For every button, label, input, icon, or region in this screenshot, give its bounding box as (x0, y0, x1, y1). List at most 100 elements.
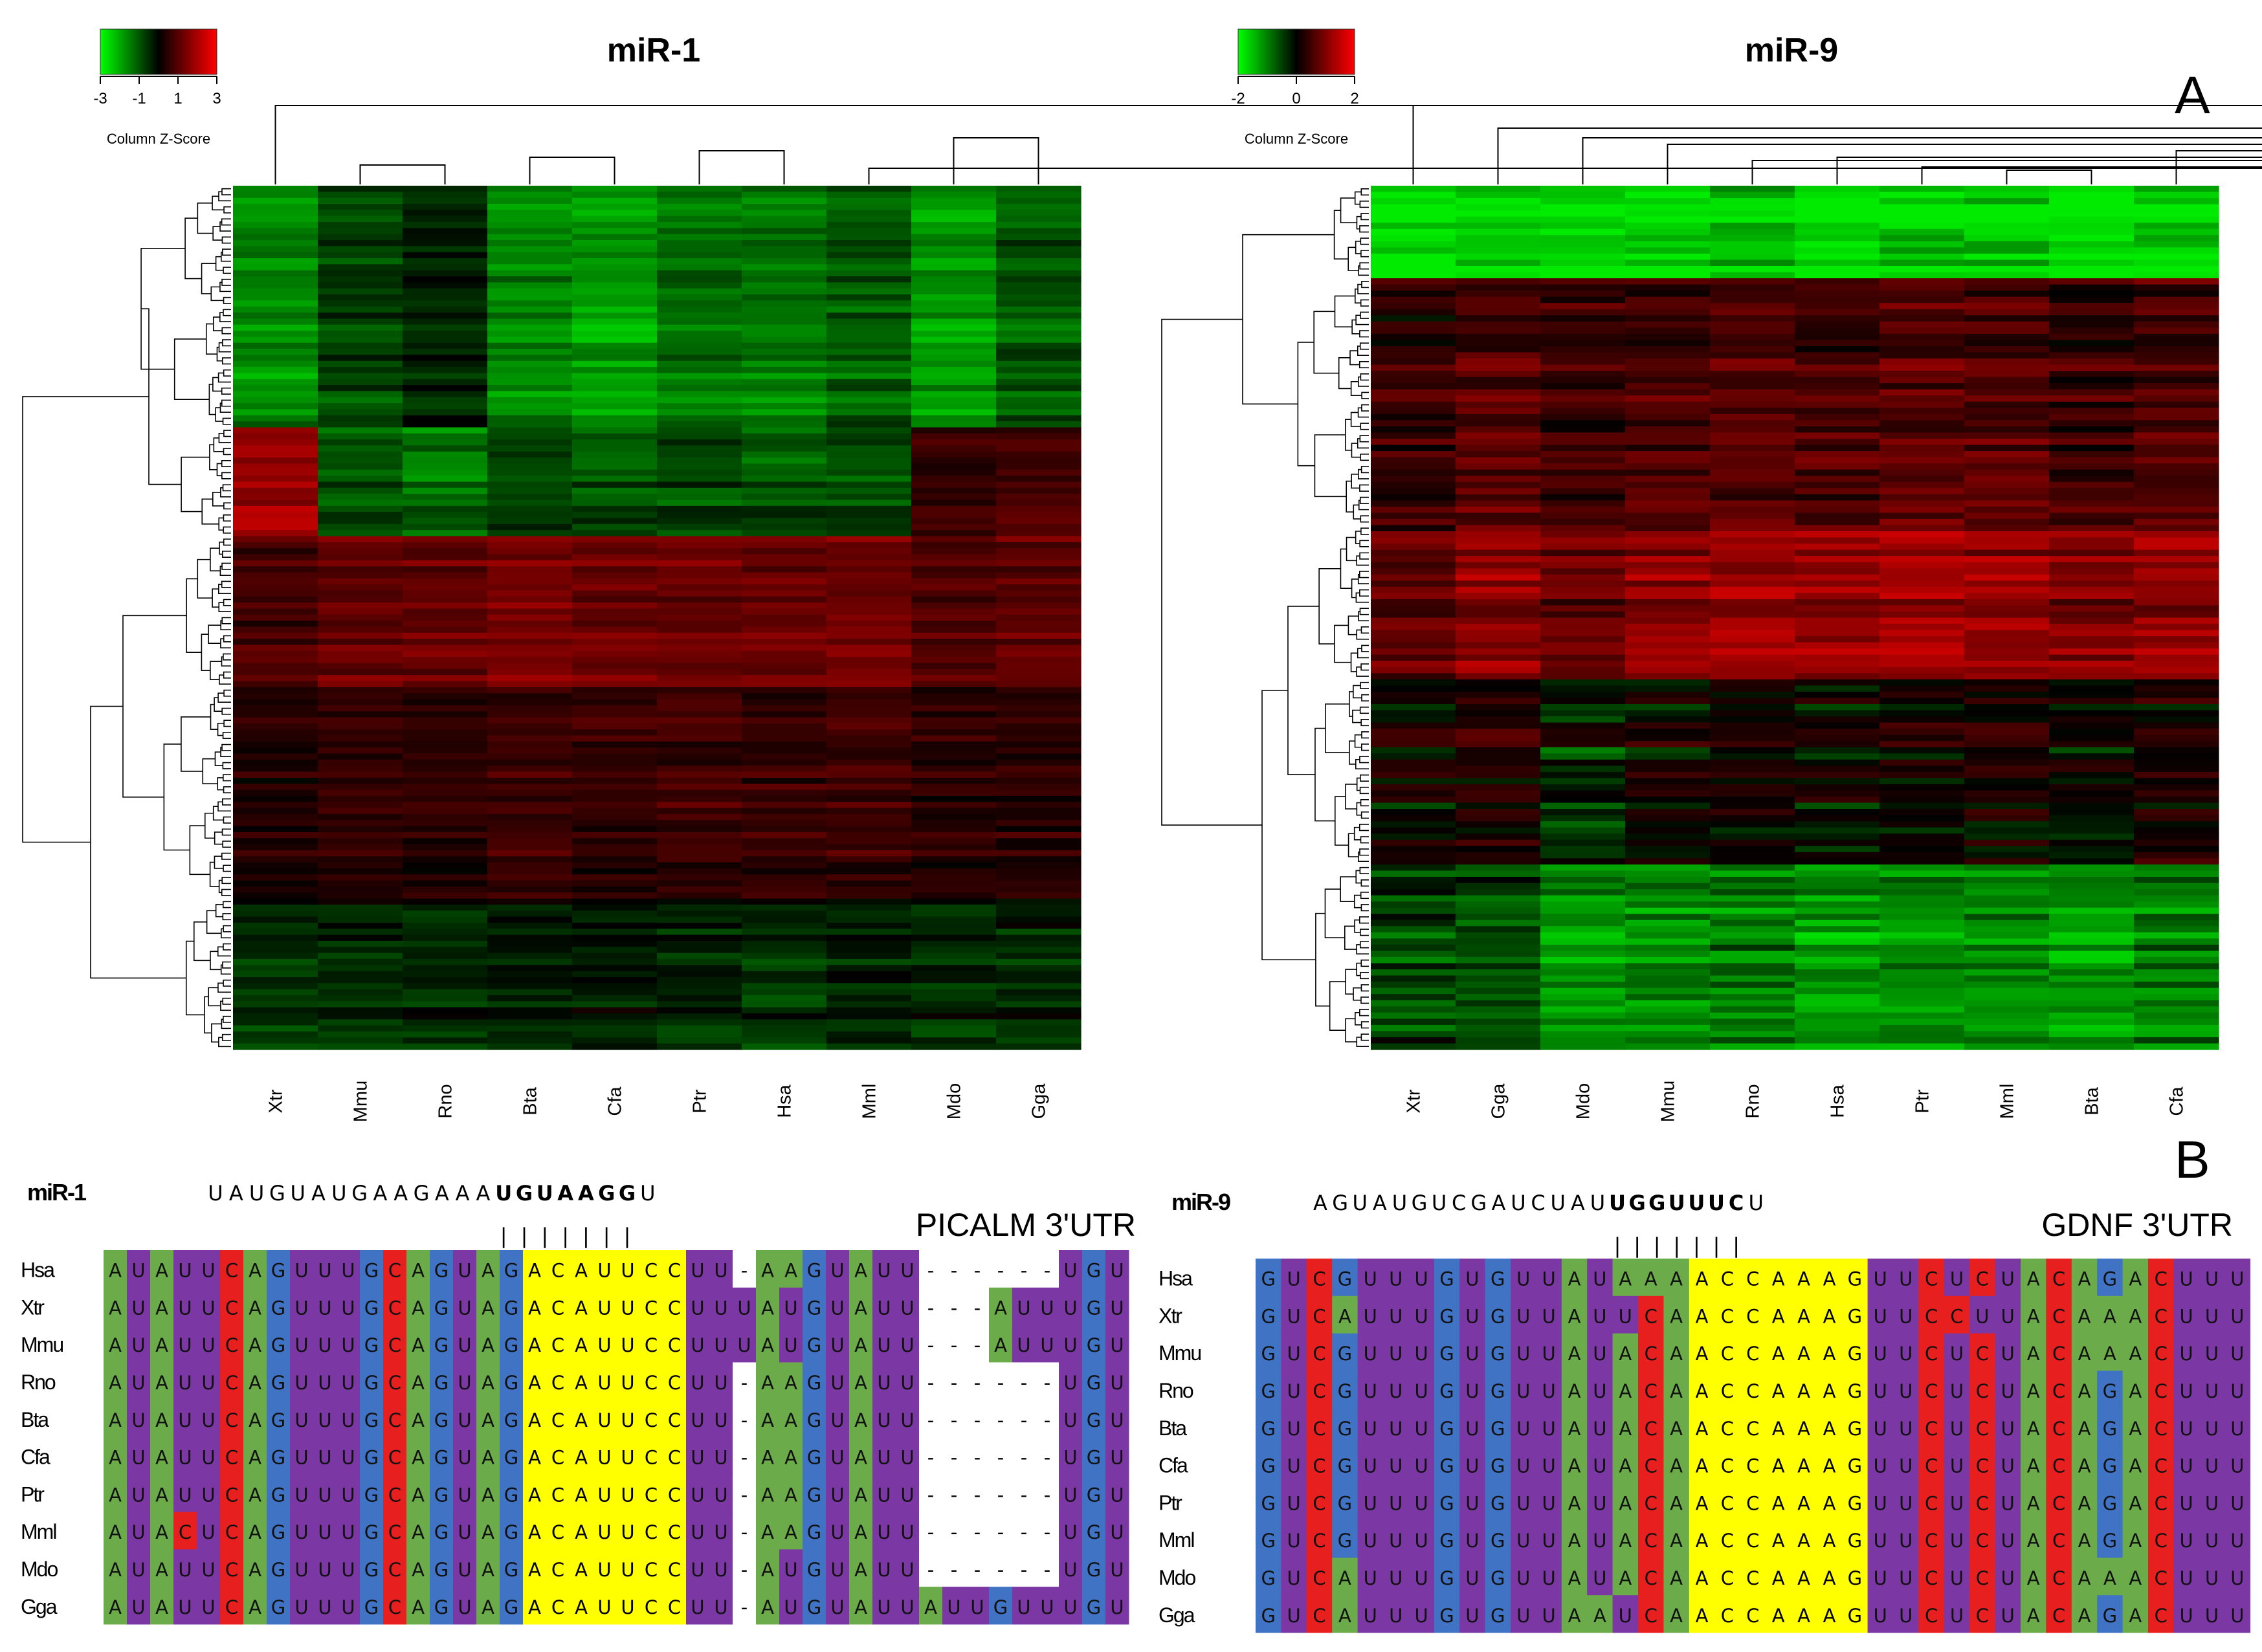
alignment-cell (803, 1325, 826, 1363)
alignment-base: U (2230, 1567, 2244, 1589)
heatmap-cell (826, 934, 912, 942)
heatmap-cell (487, 983, 573, 990)
alignment-cell (1969, 1259, 1996, 1297)
heatmap-cell (1456, 1043, 1541, 1050)
alignment-cell (1766, 1295, 1791, 1334)
heatmap-cell (1456, 445, 1541, 452)
heatmap-cell (2134, 333, 2219, 340)
alignment-base: C (225, 1521, 238, 1543)
heatmap-cell (403, 735, 488, 742)
heatmap-cell (1456, 525, 1541, 532)
heatmap-cell (1964, 716, 2050, 723)
heatmap-cell (1710, 451, 1795, 458)
alignment-base: C (1925, 1530, 1938, 1552)
alignment-base: A (761, 1409, 774, 1431)
mirna-base: C (1531, 1191, 1545, 1215)
heatmap-cell (233, 813, 318, 820)
heatmap-cell (1795, 327, 1880, 335)
alignment-base: A (2129, 1455, 2142, 1477)
alignment-base: G (271, 1260, 285, 1282)
alignment-cell (1434, 1333, 1460, 1371)
alignment-cell (1105, 1512, 1129, 1550)
alignment-base: U (621, 1297, 634, 1319)
heatmap-cell (403, 572, 488, 579)
mirna-base: U (331, 1181, 346, 1206)
alignment-cell (2122, 1595, 2149, 1633)
heatmap-cell (1710, 198, 1795, 205)
heatmap-cell (233, 922, 318, 929)
heatmap-cell (1456, 889, 1541, 896)
alignment-base: U (784, 1596, 797, 1618)
heatmap-cell (487, 385, 573, 392)
alignment-base: U (691, 1334, 704, 1356)
heatmap-cell (2049, 975, 2134, 982)
dendrogram-branch (1358, 571, 1369, 578)
dendrogram-branch (212, 588, 219, 608)
heatmap-cell (233, 584, 318, 591)
alignment-base: U (131, 1409, 145, 1431)
heatmap-cell (996, 300, 1081, 307)
heatmap-cell (826, 367, 912, 374)
alignment-base: A (412, 1559, 425, 1581)
heatmap-cell (2134, 296, 2219, 303)
heatmap-cell (1795, 451, 1880, 458)
alignment-base: U (2179, 1268, 2193, 1290)
heatmap-cell (996, 530, 1081, 537)
heatmap-cell (1456, 698, 1541, 705)
heatmap-cell (1795, 938, 1880, 945)
heatmap-cell (2134, 580, 2219, 588)
heatmap-cell (318, 421, 403, 428)
heatmap-cell (403, 958, 488, 965)
heatmap-cell (1371, 982, 1456, 989)
heatmap-cell (1625, 821, 1711, 828)
heatmap-cell (657, 699, 742, 706)
heatmap-cell (657, 487, 742, 494)
heatmap-cell (1879, 420, 1965, 427)
heatmap-cell (2134, 1012, 2219, 1019)
heatmap-cell (233, 318, 318, 325)
alignment-base: U (877, 1559, 891, 1581)
heatmap-cell (318, 965, 403, 972)
heatmap-cell (233, 331, 318, 337)
alignment-cell (1791, 1371, 1817, 1409)
heatmap-cell (487, 282, 573, 289)
alignment-cell (1105, 1549, 1129, 1587)
heatmap-cell (318, 427, 403, 434)
heatmap-cell (572, 421, 658, 428)
seed-pair-mark: | (1713, 1233, 1720, 1258)
heatmap-cell (1456, 556, 1541, 563)
heatmap-cell (1710, 920, 1795, 927)
heatmap-cell (318, 983, 403, 990)
alignment-cell (1918, 1371, 1945, 1409)
dendrogram-branch (221, 888, 231, 896)
heatmap-cell (487, 784, 573, 791)
heatmap-cell (2049, 1000, 2134, 1007)
heatmap-cell (657, 681, 742, 688)
heatmap-cell (1371, 303, 1456, 310)
heatmap-cell (911, 294, 997, 301)
dendrogram-branch (223, 671, 231, 679)
heatmap-cell (657, 729, 742, 736)
dendrogram-branch (186, 578, 202, 653)
heatmap-cell (1795, 321, 1880, 328)
heatmap-cell (1456, 642, 1541, 649)
alignment-base: G (1491, 1530, 1505, 1552)
heatmap-cell (1964, 481, 2050, 489)
heatmap-cell (657, 940, 742, 947)
alignment-cell (1663, 1520, 1690, 1558)
heatmap-cell (233, 324, 318, 331)
heatmap-cell (318, 554, 403, 561)
alignment-base: U (1389, 1268, 1403, 1290)
heatmap-cell (742, 940, 827, 947)
alignment-cell (2173, 1408, 2200, 1446)
alignment-base: U (1389, 1343, 1403, 1365)
alignment-base: G (1087, 1596, 1101, 1618)
alignment-base: U (1516, 1492, 1530, 1514)
heatmap-cell (1540, 562, 1626, 569)
heatmap-cell (1540, 895, 1626, 902)
alignment-base: U (1542, 1305, 1555, 1327)
heatmap-cell (2049, 698, 2134, 705)
heatmap-cell (487, 584, 573, 591)
heatmap-cell (1456, 661, 1541, 668)
heatmap-cell (2134, 204, 2219, 211)
